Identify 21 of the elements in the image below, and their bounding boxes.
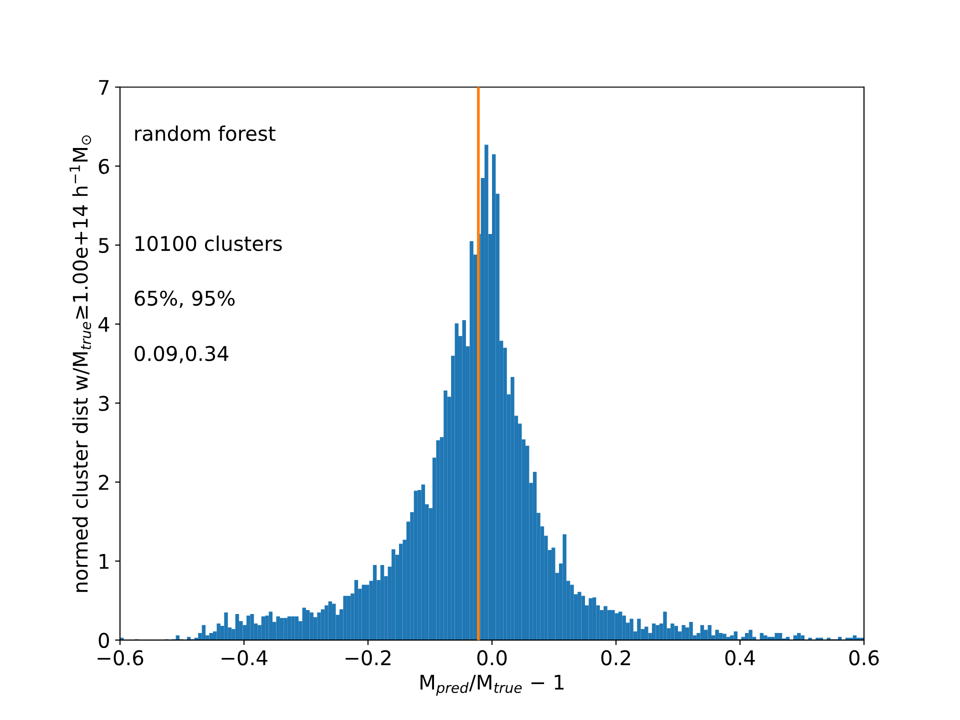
annotation: 10100 clusters xyxy=(136,236,282,252)
x-tick-label: 0.6 xyxy=(849,650,879,666)
y-tick-label: 3 xyxy=(99,396,109,412)
y-axis-title: normed cluster dist w/M$_{true}$≥1.00e+14 h$^{−1}$M$_{⊙}$ xyxy=(70,135,92,592)
y-tick-label: 7 xyxy=(99,80,109,95)
annotation: 0.09,0.34 xyxy=(134,346,228,364)
x-tick-label: −0.6 xyxy=(98,650,144,666)
x-tick-label: 0.2 xyxy=(601,650,630,666)
x-axis-title: M$_{pred}$/M$_{true}$ − 1 xyxy=(420,674,564,696)
x-tick-label: 0.4 xyxy=(725,650,755,666)
y-tick-label: 2 xyxy=(98,474,108,490)
y-tick-label: 6 xyxy=(98,158,110,174)
y-tick-label: 5 xyxy=(99,238,109,254)
x-tick-label: 0.0 xyxy=(477,650,507,666)
x-tick-label: −0.4 xyxy=(222,650,268,666)
annotation: random forest xyxy=(135,125,276,142)
y-tick-label: 0 xyxy=(98,632,109,648)
x-tick-label: −0.2 xyxy=(346,650,390,666)
y-tick-label: 1 xyxy=(100,554,108,569)
annotation: 65%, 95% xyxy=(134,290,235,308)
y-tick-label: 4 xyxy=(98,317,110,332)
